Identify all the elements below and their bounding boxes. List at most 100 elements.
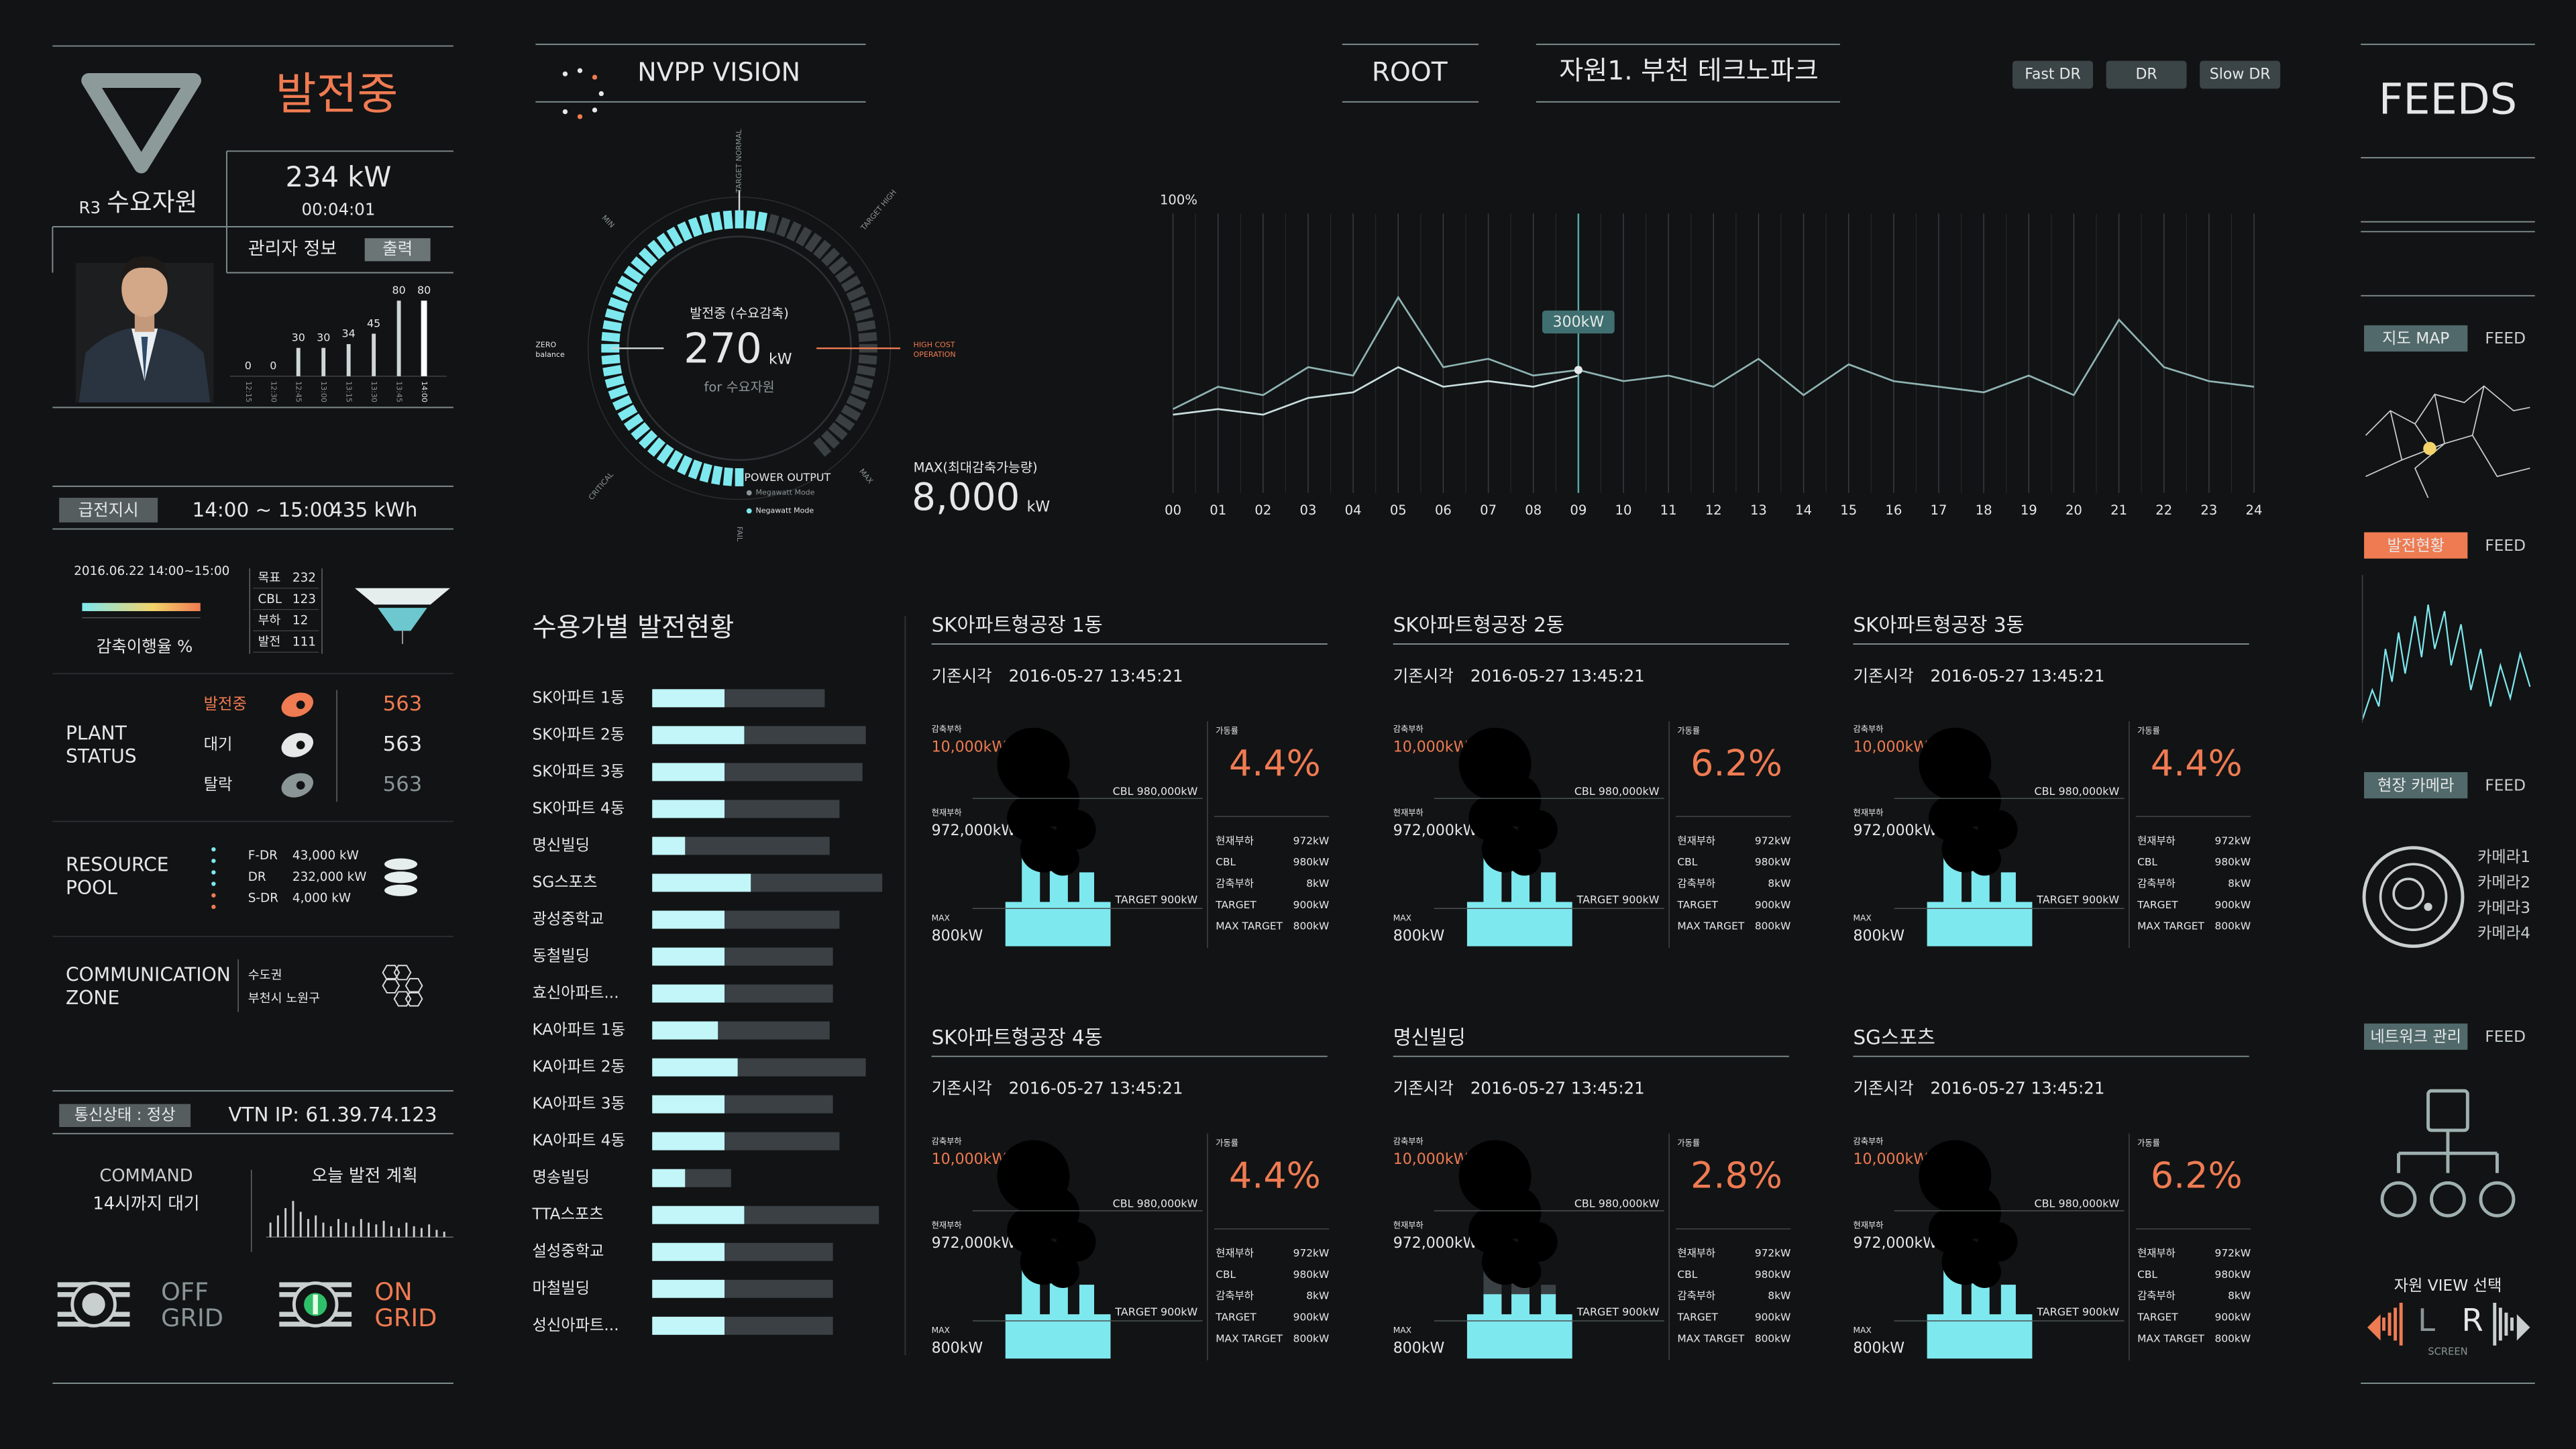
- card-small: 감축부하: [932, 724, 962, 734]
- usage-name: SK아파트 1동: [532, 688, 625, 706]
- camera-label[interactable]: 카메라1: [2477, 848, 2530, 866]
- camera-icon: [2424, 902, 2432, 911]
- on-grid[interactable]: GRID: [374, 1303, 437, 1332]
- feed-button[interactable]: [2364, 325, 2468, 352]
- card-max: 800kW: [1853, 1340, 1904, 1357]
- dr-button[interactable]: [2012, 60, 2093, 89]
- gauge-segment: [722, 467, 733, 486]
- db-icon: [384, 871, 418, 883]
- plan-bar: [390, 1226, 392, 1238]
- site: 자원1. 부천 테크노파크: [1559, 56, 1819, 86]
- card-small: 현재부하: [932, 1220, 962, 1230]
- factory-part: [1927, 902, 2033, 947]
- x-tick-label: 20: [2065, 502, 2082, 518]
- usage-name: KA아파트 2동: [532, 1058, 625, 1076]
- trend-line: [1173, 366, 1579, 416]
- gauge-segment: [776, 217, 791, 237]
- view-left[interactable]: L: [2418, 1302, 2435, 1338]
- hex-icon: [393, 991, 412, 1007]
- view-right[interactable]: R: [2462, 1302, 2483, 1338]
- card-row-value: 800kW: [1755, 1332, 1791, 1344]
- card-row-value: 800kW: [2215, 1332, 2251, 1344]
- feed-link[interactable]: FEED: [2485, 329, 2526, 347]
- trend-line: [1172, 295, 2255, 411]
- hourly-bar: [321, 347, 326, 376]
- hourly-time: 12:45: [294, 381, 303, 402]
- plan-bar: [307, 1219, 309, 1238]
- factory-part: [1517, 1222, 1558, 1262]
- gauge-segment: [820, 430, 841, 449]
- hex-icon: [405, 991, 423, 1007]
- stat-label: 목표: [258, 571, 280, 585]
- feed-button[interactable]: [2364, 1023, 2468, 1050]
- feed-button[interactable]: [2364, 532, 2468, 559]
- view-arrow: [2498, 1307, 2502, 1341]
- status: 발전중: [276, 68, 398, 120]
- hourly-value: 0: [245, 360, 252, 372]
- gauge-mode: Negawatt Mode: [756, 506, 814, 515]
- card-title: SK아파트형공장 2동: [1393, 614, 1564, 637]
- plan-bar: [428, 1224, 431, 1238]
- dr-button[interactable]: [2200, 60, 2281, 89]
- camera-label[interactable]: 카메라2: [2477, 873, 2530, 892]
- camera-label[interactable]: 카메라4: [2477, 924, 2530, 943]
- usage-name: 명신빌딩: [532, 836, 590, 854]
- card-cbl: CBL 980,000kW: [1113, 1197, 1198, 1210]
- card-small: 가동률: [2137, 1138, 2160, 1148]
- card-row-value: 900kW: [2215, 899, 2251, 911]
- card-row-value: 8kW: [1306, 1290, 1329, 1302]
- card-cbl: CBL 980,000kW: [1113, 785, 1198, 798]
- off-grid[interactable]: OFF: [161, 1277, 209, 1306]
- usage-name: 동철빌딩: [532, 947, 590, 965]
- factory-part: [1005, 902, 1111, 947]
- x-tick-label: 00: [1165, 502, 1181, 518]
- portrait-hair: [121, 256, 168, 283]
- card-reduced: 10,000kW: [1393, 739, 1468, 755]
- x-tick-label: 01: [1210, 502, 1226, 518]
- feed-button[interactable]: [2364, 772, 2468, 799]
- card-row-label: 현재부하: [1677, 835, 1715, 847]
- zone-district: 부천시 노원구: [248, 991, 320, 1006]
- card-row-label: CBL: [1216, 856, 1236, 868]
- card-reduced: 10,000kW: [1393, 1151, 1468, 1168]
- factory-part: [1056, 810, 1096, 850]
- dr-button[interactable]: [2106, 60, 2187, 89]
- card-row-label: TARGET: [1215, 1311, 1256, 1324]
- usage-value-bar: [652, 689, 724, 708]
- x-tick-label: 08: [1525, 502, 1542, 518]
- view-screen: SCREEN: [2428, 1346, 2467, 1358]
- gauge-segment: [666, 449, 684, 470]
- usage-value-bar: [652, 947, 724, 966]
- off-grid[interactable]: GRID: [161, 1303, 223, 1332]
- card-row-label: CBL: [1677, 1269, 1697, 1281]
- gauge-segment: [735, 210, 744, 229]
- hex-icon: [393, 965, 412, 981]
- card-rate: 4.4%: [1229, 742, 1321, 784]
- on-grid[interactable]: ON: [374, 1277, 412, 1306]
- print-button[interactable]: [364, 238, 431, 262]
- card-small: 감축부하: [932, 1137, 962, 1146]
- gauge-segment: [623, 413, 644, 431]
- x-tick-label: 03: [1300, 502, 1317, 518]
- gauge-segment: [656, 233, 674, 253]
- usage-value-bar: [652, 763, 724, 782]
- gauge-label: FAIL: [735, 527, 744, 542]
- feed-link[interactable]: FEED: [2485, 537, 2526, 555]
- gauge-segment: [841, 275, 861, 292]
- usage-value-bar: [652, 1058, 738, 1077]
- network-icon: [2479, 1181, 2516, 1218]
- view-arrow: [2387, 1312, 2392, 1336]
- feed-link[interactable]: FEED: [2485, 1028, 2526, 1046]
- hourly-value: 30: [292, 331, 305, 343]
- card-row-label: MAX TARGET: [1677, 1332, 1744, 1344]
- card-row-label: TARGET: [1215, 899, 1256, 911]
- card-current: 972,000kW: [1393, 1235, 1478, 1252]
- camera-label[interactable]: 카메라3: [2477, 899, 2530, 917]
- x-tick-label: 04: [1345, 502, 1362, 518]
- gauge-segment: [604, 308, 625, 322]
- usage-value-bar: [652, 1242, 724, 1261]
- feed-link[interactable]: FEED: [2485, 776, 2526, 794]
- stat-value: 111: [292, 635, 316, 649]
- manager-info: 관리자 정보: [248, 239, 337, 260]
- card-row-label: TARGET: [2137, 899, 2178, 911]
